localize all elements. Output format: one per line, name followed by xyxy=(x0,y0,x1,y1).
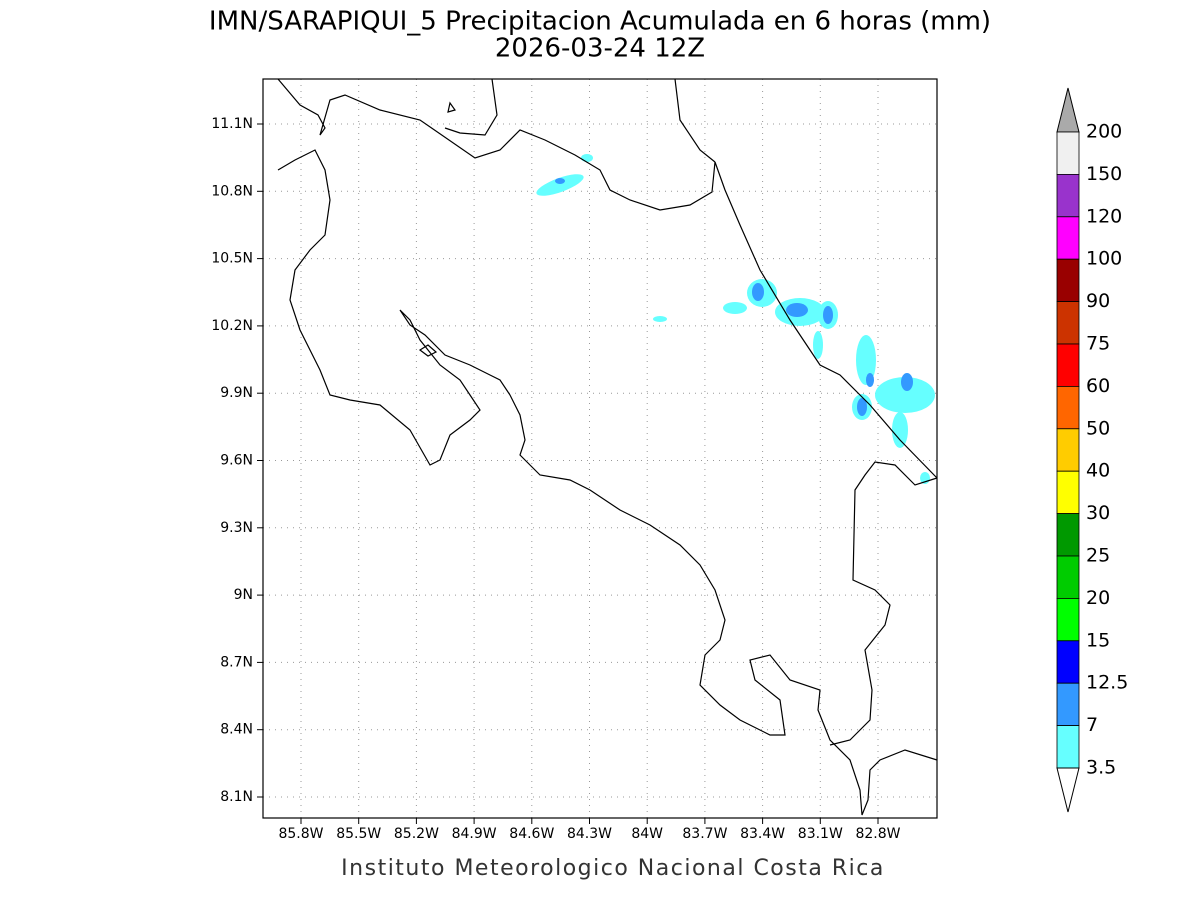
lon-label: 83.4W xyxy=(740,826,785,842)
lon-label: 82.8W xyxy=(855,826,900,842)
map-frame xyxy=(262,78,938,819)
lat-label: 8.7N xyxy=(220,654,253,670)
colorbar-box xyxy=(1056,555,1080,599)
lon-label: 84.6W xyxy=(509,826,554,842)
lat-label: 9.3N xyxy=(220,520,253,536)
lat-label: 8.1N xyxy=(220,789,253,805)
colorbar-label: 25 xyxy=(1086,545,1110,567)
colorbar-label: 30 xyxy=(1086,502,1110,524)
colorbar-label: 120 xyxy=(1086,205,1122,227)
lon-label: 85.8W xyxy=(278,826,323,842)
lon-label: 85.5W xyxy=(336,826,381,842)
colorbar-box xyxy=(1056,725,1080,769)
colorbar-label: 100 xyxy=(1086,248,1122,270)
colorbar-box xyxy=(1056,173,1080,218)
colorbar-label: 50 xyxy=(1086,417,1110,439)
colorbar-box xyxy=(1056,216,1080,260)
lon-label: 85.2W xyxy=(394,826,439,842)
colorbar-box xyxy=(1056,131,1080,175)
grid xyxy=(257,79,937,824)
colorbar-over xyxy=(1056,87,1080,133)
colorbar-box xyxy=(1056,598,1080,642)
colorbar-box xyxy=(1056,385,1080,430)
colorbar-label: 40 xyxy=(1086,460,1110,482)
colorbar-label: 150 xyxy=(1086,163,1122,185)
lat-label: 9.6N xyxy=(220,453,253,469)
colorbar-label: 15 xyxy=(1086,629,1110,651)
colorbar-label: 12.5 xyxy=(1086,672,1128,694)
colorbar-label: 90 xyxy=(1086,290,1110,312)
title: IMN/SARAPIQUI_5 Precipitacion Acumulada … xyxy=(209,7,991,37)
lat-label: 8.4N xyxy=(220,722,253,738)
lon-label: 84W xyxy=(631,826,663,842)
colorbar-label: 60 xyxy=(1086,375,1110,397)
lat-label: 10.2N xyxy=(211,318,253,334)
lon-label: 84.9W xyxy=(452,826,497,842)
lat-label: 9.9N xyxy=(220,385,253,401)
lat-label: 10.8N xyxy=(211,183,253,199)
lon-label: 83.7W xyxy=(682,826,727,842)
lat-label: 9N xyxy=(234,587,253,603)
precipitation xyxy=(536,154,935,484)
subtitle: 2026-03-24 12Z xyxy=(495,34,705,64)
colorbar-under xyxy=(1056,767,1080,813)
lat-label: 10.5N xyxy=(211,251,253,267)
colorbar-label: 20 xyxy=(1086,587,1110,609)
lat-label: 11.1N xyxy=(211,116,253,132)
colorbar-box xyxy=(1056,258,1080,303)
colorbar-label: 200 xyxy=(1086,121,1122,143)
colorbar-box xyxy=(1056,343,1080,387)
footer: Instituto Meteorologico Nacional Costa R… xyxy=(341,856,885,881)
colorbar-label: 3.5 xyxy=(1086,757,1116,779)
colorbar-box xyxy=(1056,640,1080,684)
colorbar-label: 75 xyxy=(1086,333,1110,355)
colorbar-box xyxy=(1056,513,1080,557)
colorbar-box xyxy=(1056,301,1080,345)
lon-label: 84.3W xyxy=(567,826,612,842)
colorbar-box xyxy=(1056,682,1080,727)
colorbar-box xyxy=(1056,428,1080,472)
lon-label: 83.1W xyxy=(798,826,843,842)
coastlines xyxy=(277,78,938,816)
colorbar-box xyxy=(1056,470,1080,515)
colorbar-label: 7 xyxy=(1086,714,1098,736)
colorbar: 200 150 120 100 90 75 60 50 40 30 25 20 15 12.5 7 3.5 xyxy=(1056,87,1128,813)
